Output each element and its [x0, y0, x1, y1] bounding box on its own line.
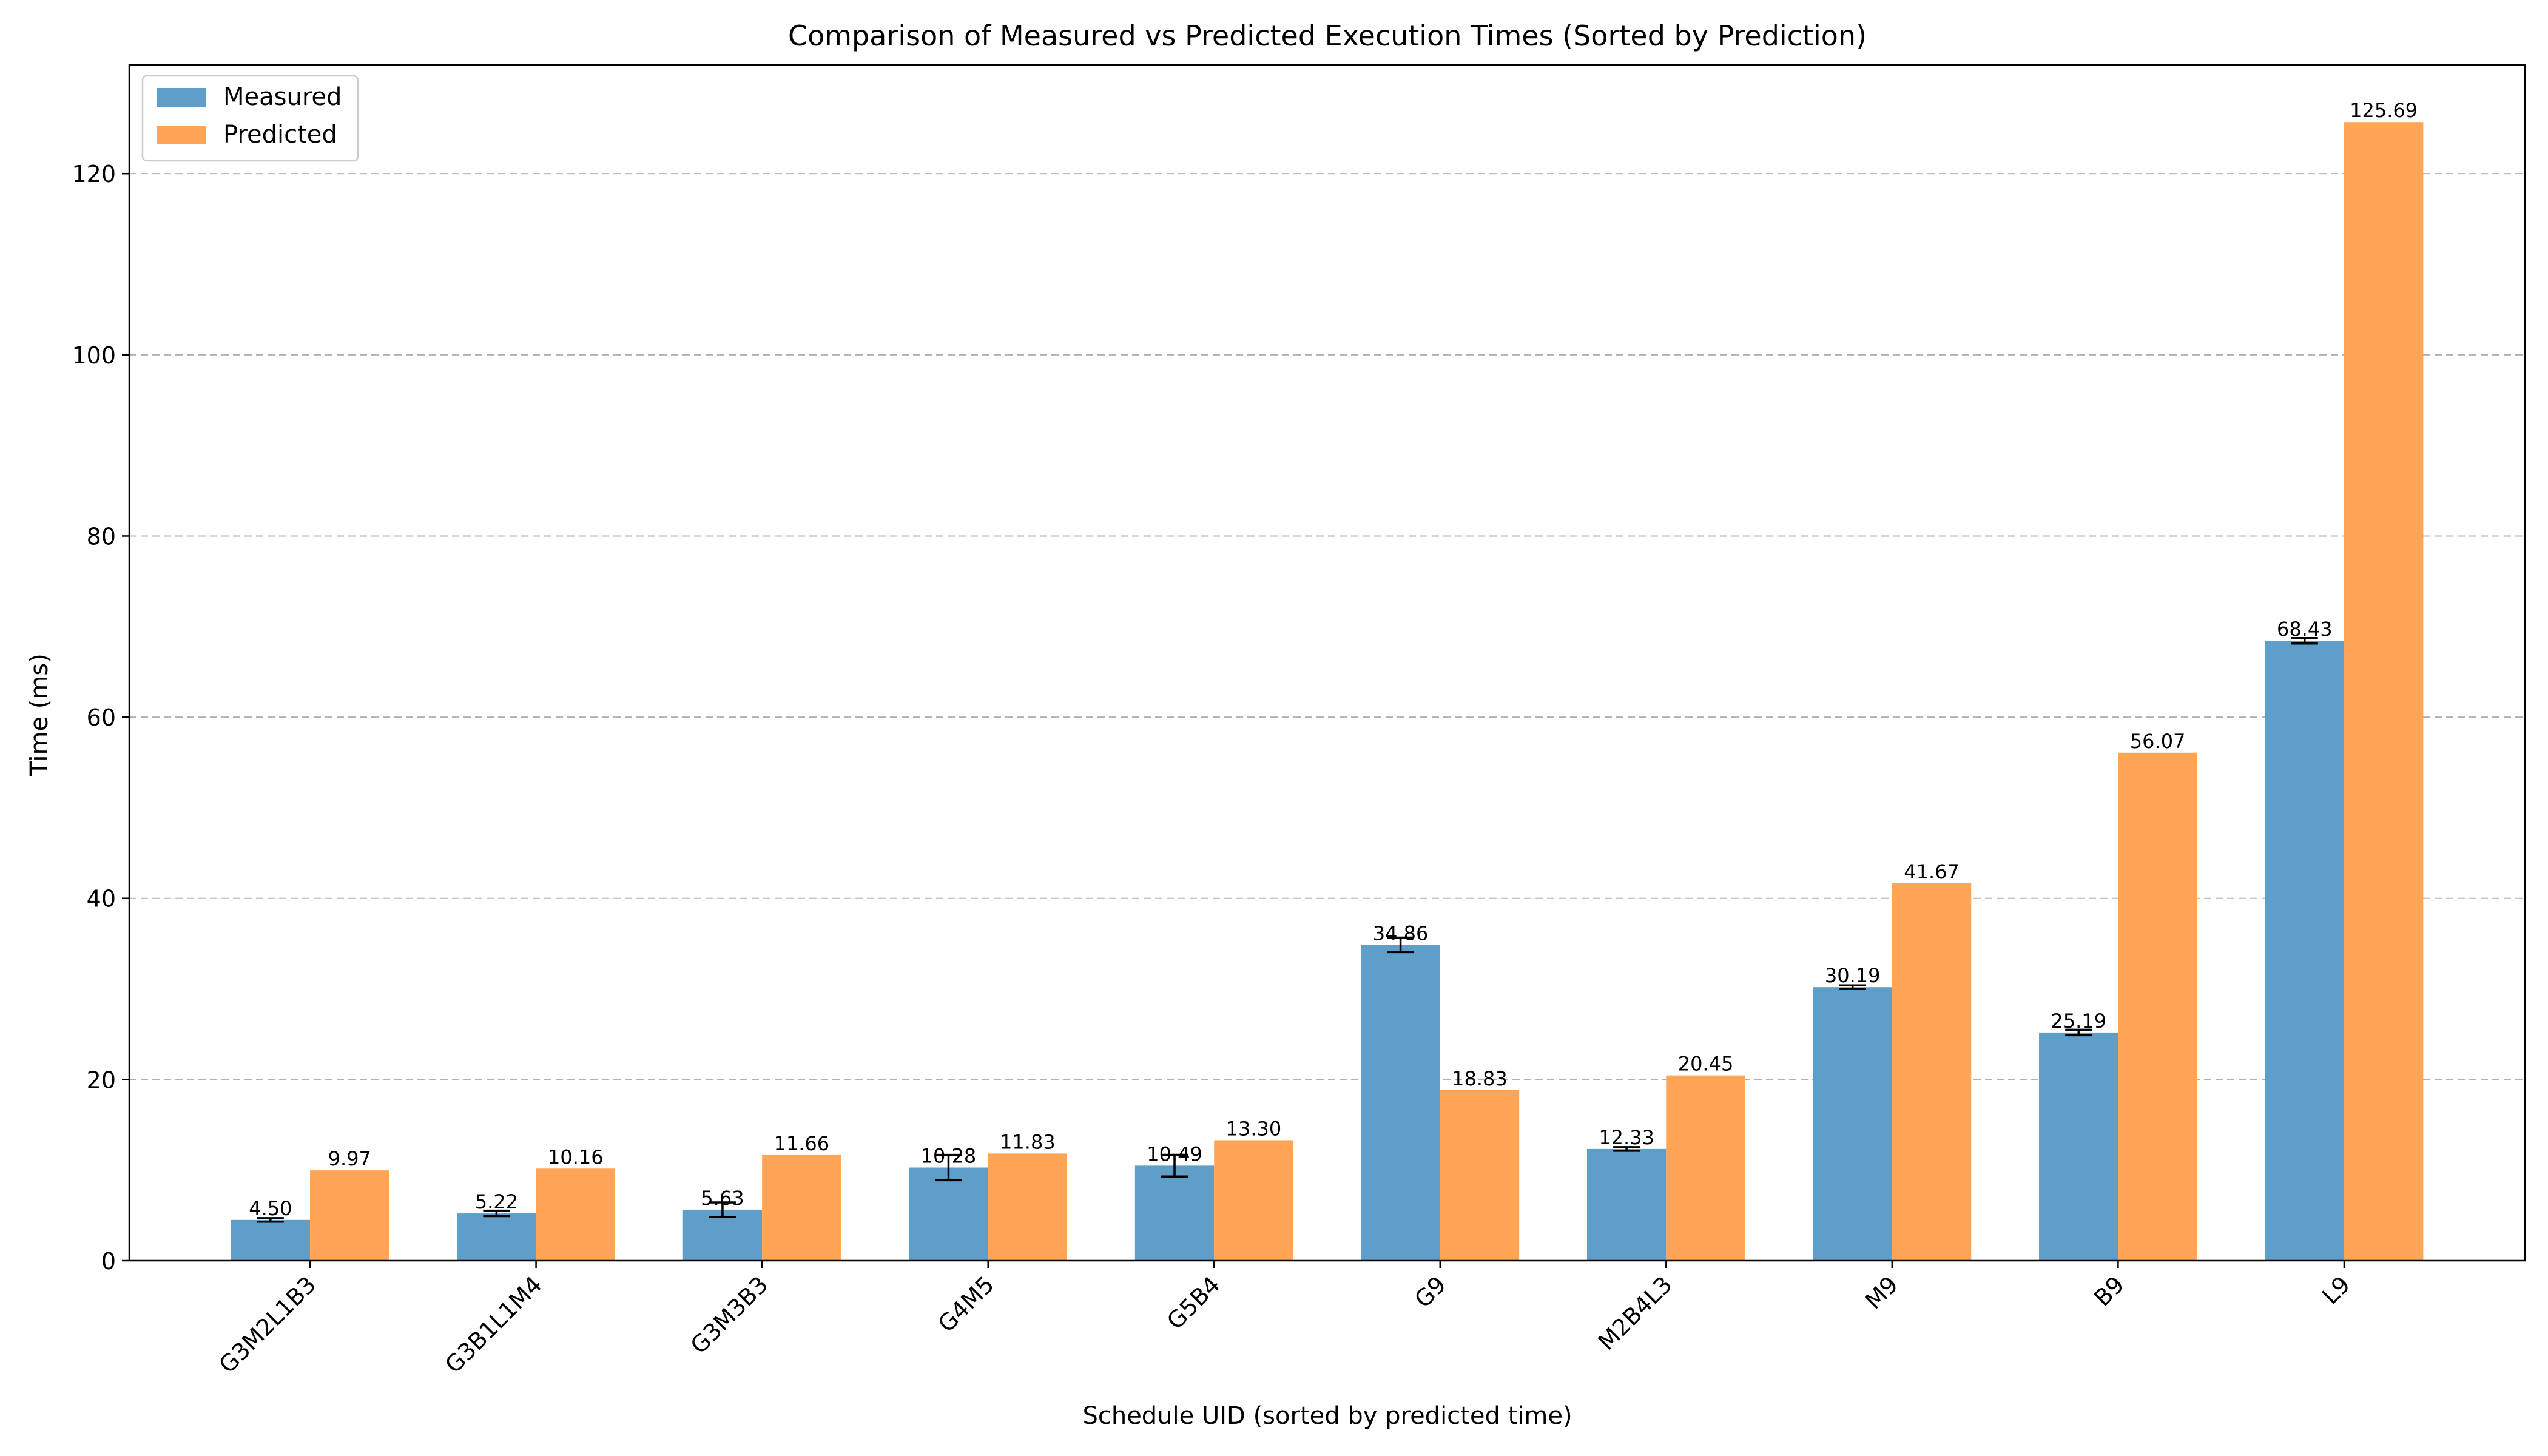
y-tick-label: 60 [87, 704, 116, 731]
bar-measured [231, 1219, 311, 1261]
bar-predicted [762, 1154, 841, 1261]
bar-predicted [2344, 122, 2424, 1261]
legend-swatch [157, 88, 206, 107]
bar-predicted [1440, 1090, 1520, 1261]
bar-value-label: 68.43 [2277, 618, 2333, 641]
bar-value-label: 4.50 [249, 1197, 292, 1220]
bar-value-label: 13.30 [1226, 1117, 1282, 1140]
bar-value-label: 41.67 [1904, 860, 1960, 883]
bar-value-label: 12.33 [1599, 1126, 1654, 1149]
legend-swatch [157, 126, 206, 144]
bar-value-label: 20.45 [1678, 1053, 1734, 1076]
y-tick-label: 0 [101, 1248, 116, 1275]
legend-label: Measured [223, 83, 342, 111]
bar-value-label: 56.07 [2130, 730, 2186, 753]
bars [231, 122, 2424, 1261]
y-axis-label: Time (ms) [25, 653, 53, 777]
bar-value-label: 10.16 [548, 1145, 604, 1168]
bar-value-label: 10.49 [1147, 1142, 1202, 1165]
y-tick-label: 40 [87, 886, 116, 912]
bar-value-labels: 4.50 5.22 5.63 10.28 10.49 34.86 12.33 30.19 25.… [249, 99, 2418, 1220]
legend: Measured Predicted [141, 75, 359, 162]
bar-predicted [988, 1153, 1068, 1261]
bar-value-label: 30.19 [1825, 964, 1881, 987]
bar-predicted [310, 1170, 389, 1261]
bar-measured [682, 1209, 763, 1261]
legend-label: Predicted [223, 121, 337, 149]
bar-measured [1134, 1165, 1215, 1261]
bar-predicted [2118, 752, 2197, 1261]
bar-predicted [1892, 883, 1972, 1261]
bar-value-label: 10.28 [921, 1145, 977, 1168]
plot-frame [128, 64, 2526, 1262]
bar-value-label: 11.83 [1000, 1130, 1056, 1153]
y-tick-label: 120 [72, 161, 116, 187]
bar-measured [1586, 1148, 1667, 1261]
bar-predicted [536, 1168, 615, 1261]
bar-value-label: 25.19 [2051, 1009, 2106, 1033]
error-bars [257, 636, 2318, 1223]
y-tick-label: 80 [87, 523, 116, 550]
bar-measured [457, 1213, 536, 1261]
bar-value-label: 18.83 [1452, 1067, 1508, 1090]
bar-value-label: 5.22 [475, 1190, 518, 1213]
bar-measured [2265, 641, 2344, 1261]
bar-value-label: 125.69 [2350, 99, 2418, 122]
bar-value-label: 5.63 [701, 1187, 744, 1210]
chart-title: Comparison of Measured vs Predicted Exec… [788, 19, 1867, 52]
y-axis: 0 20 40 60 80 100 120 [72, 161, 129, 1275]
bar-measured [2039, 1032, 2118, 1261]
bar-value-label: 34.86 [1373, 922, 1429, 945]
y-tick-label: 100 [72, 342, 116, 369]
y-tick-label: 20 [87, 1067, 116, 1093]
bar-measured [1813, 987, 1892, 1261]
bar-predicted [1214, 1140, 1293, 1261]
bar-value-label: 9.97 [328, 1147, 371, 1170]
bar-measured [909, 1167, 988, 1261]
x-axis-label: Schedule UID (sorted by predicted time) [1082, 1402, 1572, 1430]
bar-value-label: 11.66 [774, 1132, 830, 1155]
bar-measured [1361, 945, 1440, 1261]
bar-predicted [1666, 1075, 1745, 1261]
